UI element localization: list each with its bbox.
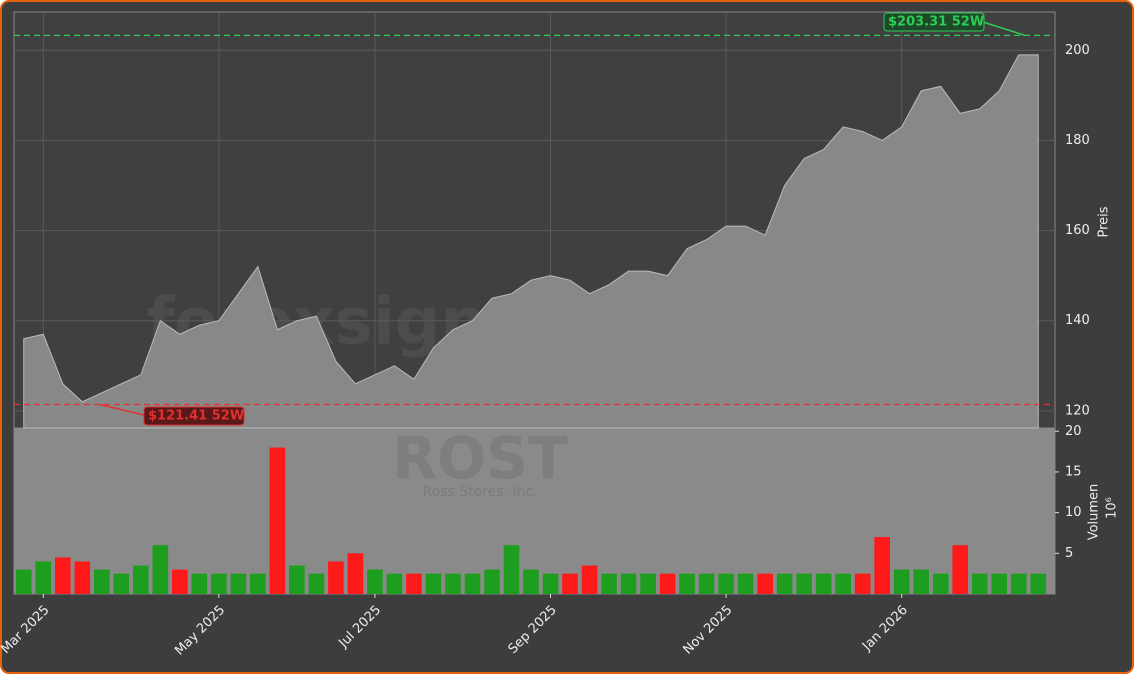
volume-bar [971, 573, 988, 594]
volume-bar [464, 573, 481, 594]
volume-bar [581, 565, 598, 594]
y-tick-label: 200 [1065, 43, 1090, 58]
ticker: ROST [392, 424, 568, 492]
volume-bar [445, 573, 461, 594]
volume-bar [874, 537, 890, 594]
volume-bar [484, 569, 500, 594]
volume-bar [191, 573, 208, 594]
volume-bar [757, 573, 773, 594]
volume-bar [367, 569, 383, 594]
volume-bar [601, 573, 617, 594]
volume-bar [54, 557, 71, 594]
volume-bar [796, 573, 812, 594]
volume-bar [932, 573, 949, 594]
y-tick-label: 140 [1065, 313, 1090, 328]
volume-bar [523, 569, 539, 594]
volume-bar [93, 569, 110, 594]
volume-bar [152, 545, 169, 594]
volume-bar [211, 573, 227, 594]
volume-bar [425, 573, 442, 594]
volume-bar [620, 573, 637, 594]
volume-bar [991, 573, 1008, 594]
volume-bar [562, 573, 578, 594]
y2-tick-label: 5 [1065, 546, 1073, 561]
volume-bar [640, 573, 656, 594]
annotation-arrow [982, 21, 1026, 37]
volume-bar [679, 573, 695, 594]
y-label: Preis [1097, 206, 1112, 237]
volume-bar [230, 573, 247, 594]
volume-bar [1030, 573, 1047, 594]
volume-bar [776, 573, 793, 594]
volume-bar [328, 561, 344, 594]
volume-bar [815, 573, 832, 594]
y-tick-label: 120 [1065, 403, 1090, 418]
volume-bar [835, 573, 851, 594]
company: Ross Stores, Inc. [422, 484, 537, 500]
y2-tick-label: 15 [1065, 464, 1082, 479]
volume-bar [737, 573, 754, 594]
volume-bar [893, 569, 910, 594]
volume-bar [698, 573, 715, 594]
y2-tick-label: 20 [1065, 424, 1082, 439]
y2-tick-label: 10 [1065, 505, 1082, 520]
volume-bar [542, 573, 559, 594]
volume-bar [15, 569, 32, 594]
annotation-box [143, 406, 245, 426]
volume-bar [913, 569, 929, 594]
y2-label: Volumen [1087, 484, 1102, 541]
annotation-label: $203.31 52W [888, 15, 984, 30]
volume-bar [113, 573, 130, 594]
volume-bar [289, 565, 305, 594]
y-tick-label: 160 [1065, 223, 1090, 238]
volume-bar [250, 573, 266, 594]
volume-bar [854, 573, 871, 594]
volume-bar [659, 573, 676, 594]
volume-bar [269, 447, 286, 594]
volume-bar [347, 553, 364, 594]
y-tick-label: 180 [1065, 133, 1090, 148]
volume-bar [406, 573, 422, 594]
price-area [23, 54, 1039, 429]
annotation-label: $121.41 52W [148, 409, 244, 424]
volume-bar [386, 573, 403, 594]
volume-bar [503, 545, 520, 594]
volume-bar [74, 561, 91, 594]
volume-bar [718, 573, 734, 594]
volume-bar [35, 561, 52, 594]
y2-unit: 10⁶ [1105, 497, 1120, 519]
volume-bar [1010, 573, 1027, 594]
annotation-arrow [99, 403, 149, 417]
volume-bar [172, 569, 188, 594]
annotation-box [883, 12, 985, 32]
volume-bar [952, 545, 969, 594]
volume-bar [308, 573, 325, 594]
volume-bar [133, 565, 149, 594]
